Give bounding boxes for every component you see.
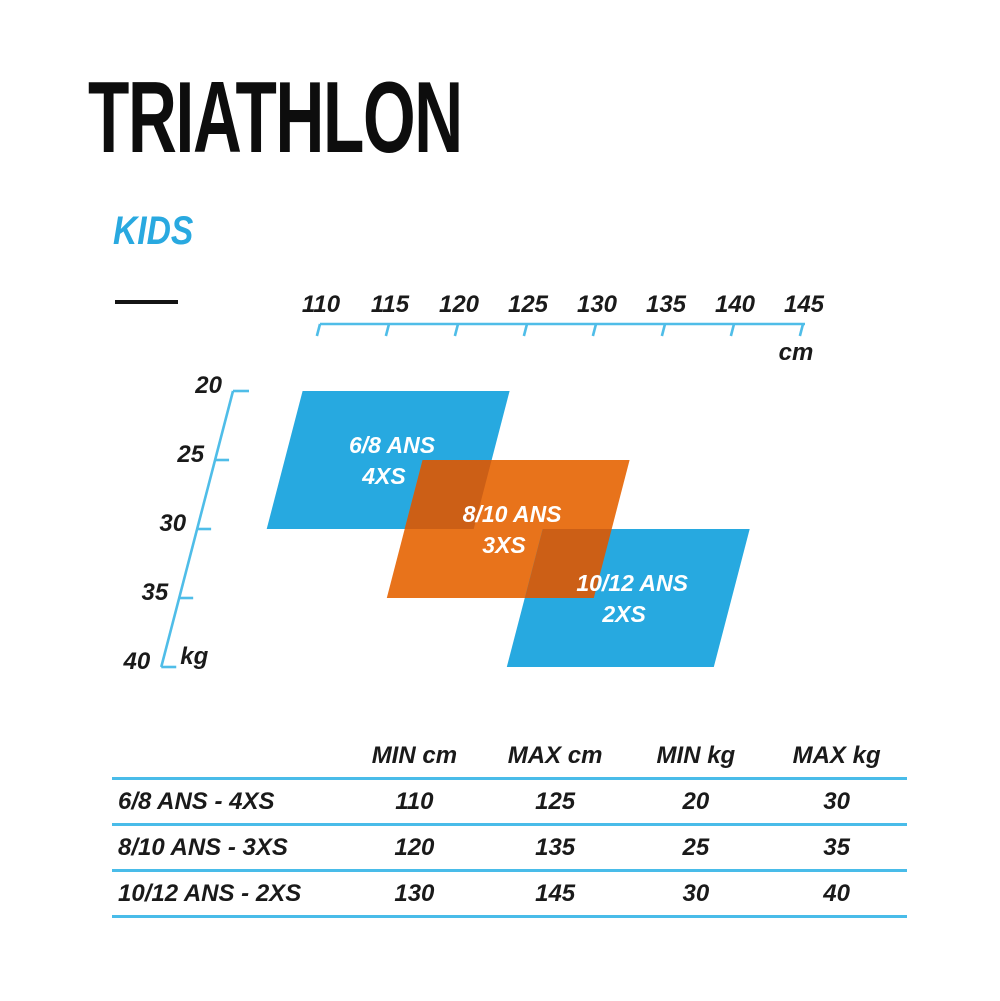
cm-axis-tick: [522, 323, 529, 337]
page-title: TRIATHLON: [88, 62, 463, 174]
region-size-label: 4XS: [361, 463, 406, 489]
kg-tick-label: 25: [176, 441, 204, 468]
table-row: 10/12 ANS - 2XS 130 145 30 40: [112, 869, 907, 915]
size-table: MIN cm MAX cm MIN kg MAX kg 6/8 ANS - 4X…: [112, 733, 907, 918]
region-overlap: [524, 529, 612, 598]
cell-min-kg: 25: [682, 833, 710, 861]
cm-axis-tick: [798, 323, 805, 337]
cell-max-cm: 135: [535, 833, 576, 861]
cm-tick-label: 135: [646, 291, 687, 318]
row-label: 8/10 ANS - 3XS: [118, 833, 288, 861]
column-header-min-kg: MIN kg: [656, 742, 736, 769]
cm-tick-label: 115: [371, 291, 410, 318]
table-row: 6/8 ANS - 4XS 110 125 20 30: [112, 777, 907, 823]
cell-max-kg: 30: [823, 787, 850, 815]
kg-tick-label: 20: [194, 372, 222, 399]
cell-max-cm: 125: [535, 787, 576, 815]
region-size-label: 3XS: [482, 532, 526, 558]
cm-axis-tick: [660, 323, 667, 337]
corner-cell: [112, 768, 344, 777]
cm-tick-label: 120: [439, 291, 480, 318]
cell-min-cm: 110: [395, 787, 434, 815]
cell-min-cm: 130: [394, 879, 435, 907]
region-size-label: 2XS: [601, 601, 646, 627]
size-table-header-row: MIN cm MAX cm MIN kg MAX kg: [112, 733, 907, 777]
kg-tick-label: 35: [141, 579, 168, 606]
cell-min-kg: 20: [682, 787, 710, 815]
column-header-max-cm: MAX cm: [507, 742, 603, 769]
cm-tick-label: 145: [784, 291, 825, 318]
column-header-min-cm: MIN cm: [371, 742, 458, 769]
cm-tick-label: 110: [302, 291, 341, 318]
cm-tick-label: 140: [715, 291, 756, 318]
kg-tick-label: 30: [159, 510, 186, 537]
row-label: 10/12 ANS - 2XS: [118, 879, 302, 907]
cm-axis-tick: [729, 323, 736, 337]
kg-tick-label: 40: [123, 648, 151, 675]
region-age-label: 8/10 ANS: [463, 501, 563, 527]
cm-axis-tick: [591, 323, 598, 337]
cell-min-cm: 120: [394, 833, 435, 861]
cm-tick-label: 125: [508, 291, 549, 318]
row-label: 6/8 ANS - 4XS: [118, 787, 275, 815]
cm-unit-label: cm: [779, 339, 814, 366]
cell-max-kg: 35: [823, 833, 850, 861]
cell-min-kg: 30: [682, 879, 710, 907]
cell-max-cm: 145: [535, 879, 576, 907]
cell-max-kg: 40: [823, 879, 850, 907]
column-header-max-kg: MAX kg: [792, 742, 881, 769]
cm-axis-tick: [315, 323, 322, 337]
cm-axis-tick: [384, 323, 391, 337]
divider-dash: [115, 300, 178, 304]
region-age-label: 10/12 ANS: [576, 570, 688, 596]
kg-unit-label: kg: [180, 643, 208, 670]
cm-tick-label: 130: [577, 291, 618, 318]
cm-axis-tick: [453, 323, 460, 337]
region-overlap: [404, 460, 492, 529]
region-age-label: 6/8 ANS: [349, 432, 436, 458]
category-subtitle: KIDS: [113, 209, 194, 253]
table-row: 8/10 ANS - 3XS 120 135 25 35: [112, 823, 907, 869]
